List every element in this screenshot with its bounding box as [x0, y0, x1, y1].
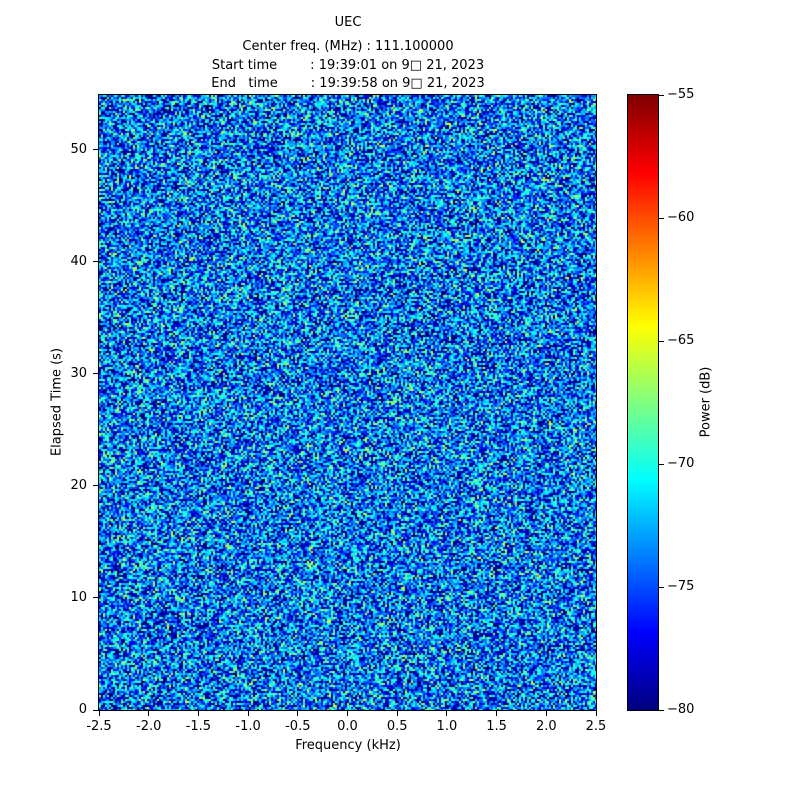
chart-title: UEC [334, 15, 362, 30]
x-tick-label: 0.5 [386, 719, 408, 734]
x-axis-label: Frequency (kHz) [295, 738, 401, 753]
colorbar-tick-label: −55 [667, 87, 695, 102]
y-tick-mark [93, 597, 98, 599]
colorbar-tick-label: −80 [667, 702, 695, 717]
x-tick-mark [297, 711, 299, 716]
x-tick-label: 2.5 [585, 719, 607, 734]
x-tick-label: -2.5 [86, 719, 112, 734]
spectrogram-heatmap [98, 94, 597, 711]
end-time-line: End time : 19:39:58 on 9□ 21, 2023 [211, 76, 485, 91]
colorbar-tick-label: −75 [667, 579, 695, 594]
y-tick-mark [93, 709, 98, 711]
x-tick-label: 0.0 [337, 719, 358, 734]
x-tick-mark [595, 711, 597, 716]
colorbar-tick-label: −70 [667, 456, 695, 471]
start-time-line: Start time : 19:39:01 on 9□ 21, 2023 [211, 58, 485, 73]
colorbar-tick-mark [659, 586, 664, 588]
colorbar-tick-mark [659, 94, 664, 96]
colorbar-tick-label: −60 [667, 210, 695, 225]
y-tick-mark [93, 485, 98, 487]
y-tick-label: 50 [70, 141, 87, 157]
y-tick-label: 10 [70, 589, 87, 605]
x-tick-mark [396, 711, 398, 716]
x-tick-mark [148, 711, 150, 716]
colorbar-tick-mark [659, 463, 664, 465]
x-tick-mark [496, 711, 498, 716]
x-tick-mark [347, 711, 348, 716]
colorbar-tick-mark [659, 709, 664, 711]
y-axis-label: Elapsed Time (s) [49, 347, 65, 457]
x-tick-mark [247, 711, 249, 716]
x-tick-label: 1.5 [486, 719, 507, 734]
x-tick-label: -1.0 [235, 719, 261, 734]
x-tick-label: 2.0 [535, 719, 557, 734]
x-tick-label: -2.0 [136, 719, 162, 734]
x-tick-label: -0.5 [285, 719, 311, 734]
colorbar-tick-mark [659, 340, 664, 342]
colorbar-label: Power (dB) [698, 366, 714, 438]
colorbar-gradient [627, 94, 659, 711]
y-tick-mark [93, 149, 98, 151]
x-tick-label: -1.5 [185, 719, 212, 734]
center-frequency-line: Center freq. (MHz) : 111.100000 [242, 39, 454, 54]
x-tick-label: 1.0 [436, 719, 458, 734]
x-tick-mark [545, 711, 547, 716]
y-tick-label: 30 [70, 365, 87, 381]
x-tick-mark [197, 711, 199, 716]
y-tick-mark [93, 261, 98, 263]
y-tick-mark [93, 373, 98, 375]
colorbar-tick-label: −65 [667, 333, 695, 348]
x-tick-mark [446, 711, 448, 716]
y-tick-label: 40 [70, 253, 87, 269]
colorbar-tick-mark [659, 217, 664, 219]
x-tick-mark [98, 711, 100, 716]
y-tick-label: 0 [78, 702, 87, 717]
y-tick-label: 20 [70, 477, 87, 493]
